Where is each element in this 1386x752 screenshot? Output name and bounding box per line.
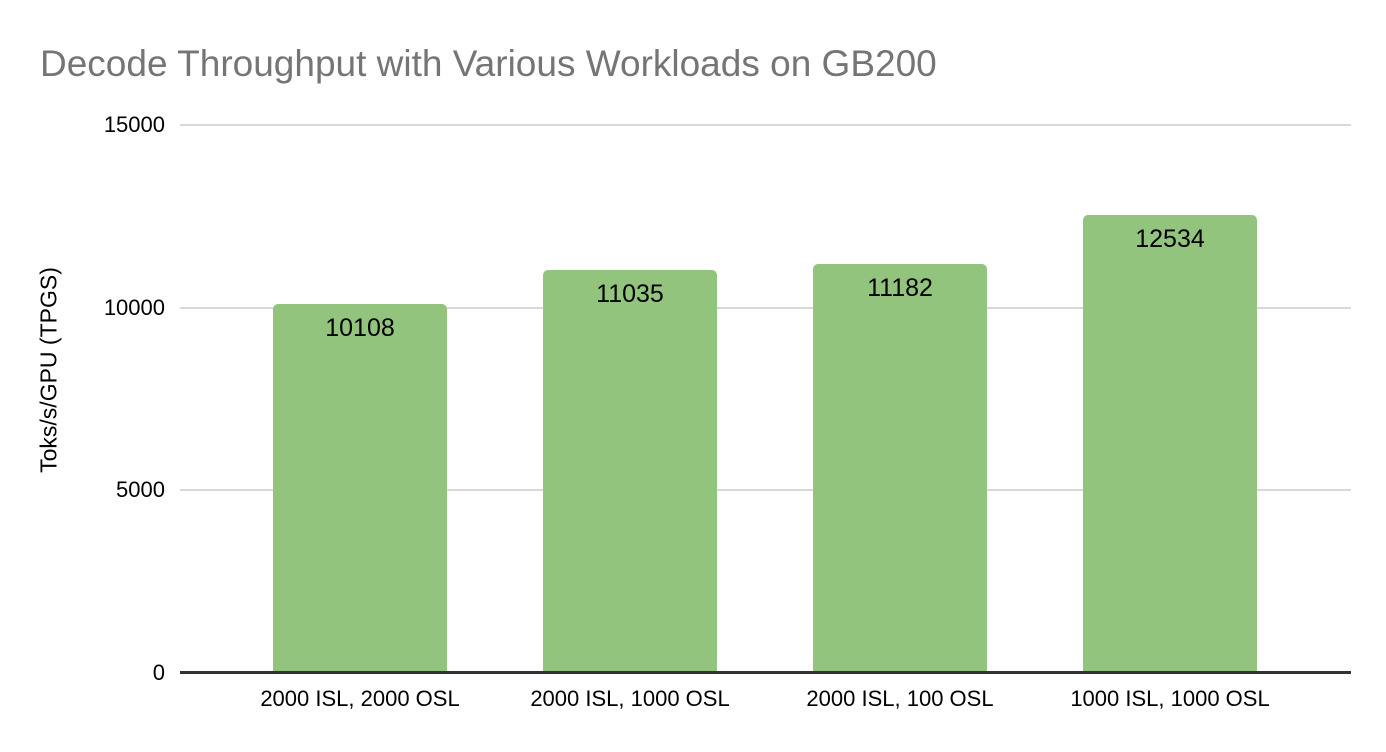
x-axis-line: [180, 671, 1351, 674]
chart-title: Decode Throughput with Various Workloads…: [40, 43, 937, 84]
bar-slot: 11035: [495, 125, 765, 673]
x-axis-labels: 2000 ISL, 2000 OSL 2000 ISL, 1000 OSL 2000…: [225, 686, 1305, 712]
bar-slot: 11182: [765, 125, 1035, 673]
x-axis-category-label: 2000 ISL, 100 OSL: [806, 686, 994, 711]
x-axis-category-label: 2000 ISL, 1000 OSL: [530, 686, 730, 711]
bars-container: 10108 11035 11182 12534: [225, 125, 1305, 673]
y-axis-tick-label: 10000: [103, 294, 165, 320]
bar-value-label: 11035: [596, 279, 664, 308]
bar: 11035: [543, 269, 717, 673]
bar-value-label: 11182: [867, 274, 933, 303]
bar: 10108: [273, 303, 447, 673]
y-axis-tick-label: 5000: [116, 477, 165, 503]
bar-value-label: 10108: [325, 313, 395, 342]
y-axis-tick-label: 15000: [103, 112, 165, 137]
y-axis-tick-labels: 0 5000 10000 15000: [0, 0, 165, 752]
bar-value-label: 12534: [1135, 225, 1205, 254]
bar: 11182: [813, 264, 987, 673]
bar-slot: 10108: [225, 125, 495, 673]
gridline: [180, 124, 1351, 126]
x-axis-category-label: 2000 ISL, 2000 OSL: [260, 686, 460, 711]
x-axis-category-label: 1000 ISL, 1000 OSL: [1070, 686, 1270, 711]
gridline: [180, 306, 1351, 309]
y-axis-tick-label: 0: [152, 660, 165, 685]
bar: 12534: [1083, 215, 1257, 673]
bar-slot: 12534: [1035, 125, 1305, 673]
plot-area: 10108 11035 11182 12534: [180, 124, 1351, 674]
gridline: [180, 489, 1351, 492]
